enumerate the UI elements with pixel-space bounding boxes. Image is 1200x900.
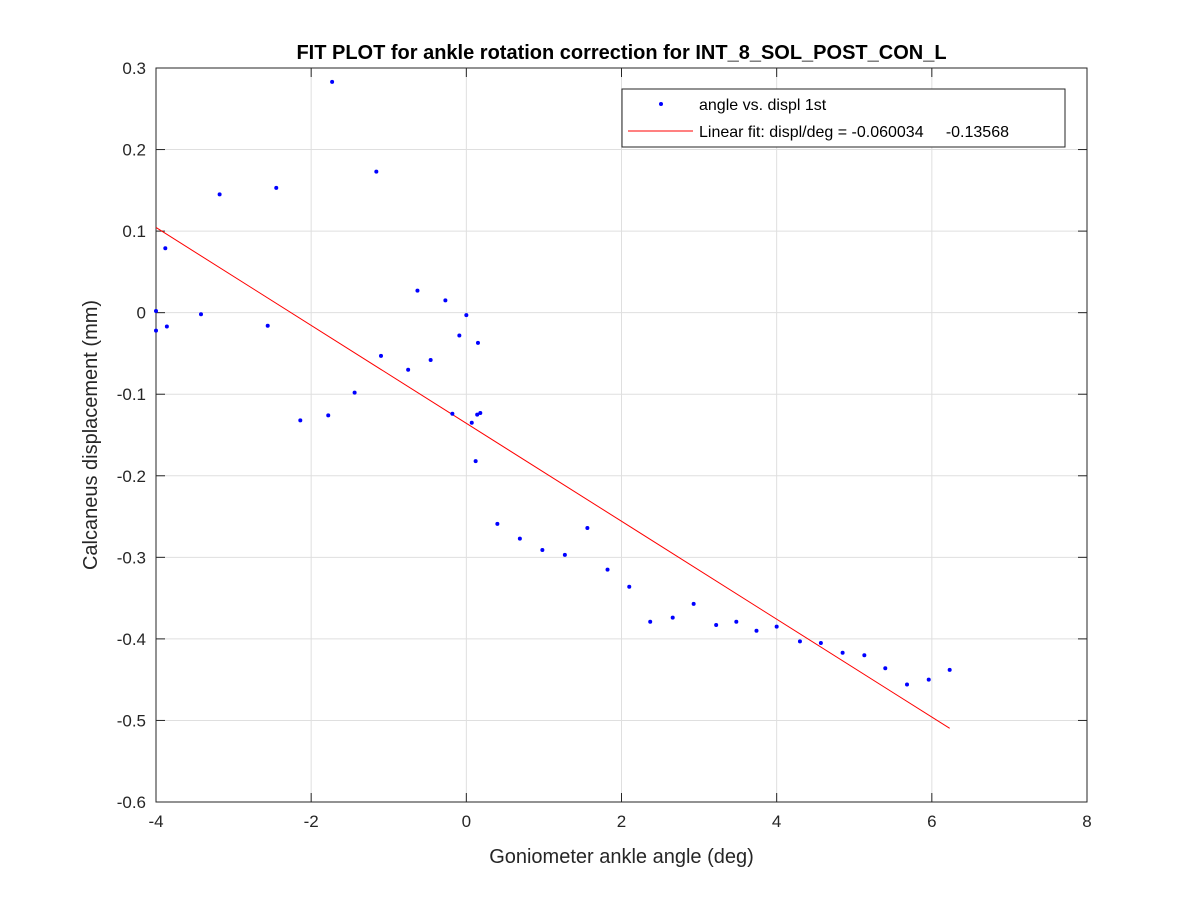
data-point [517, 536, 522, 541]
y-tick-label: -0.5 [117, 711, 146, 730]
legend: angle vs. displ 1st Linear fit: displ/de… [621, 88, 1066, 148]
x-tick-label: 4 [772, 812, 781, 831]
data-point [475, 340, 480, 345]
y-tick-label: 0.3 [122, 59, 146, 78]
data-point [862, 653, 867, 658]
data-point [540, 547, 545, 552]
data-point [670, 615, 675, 620]
legend-entry-fit-line: Linear fit: displ/deg = -0.060034 -0.135… [699, 124, 1009, 141]
data-point [947, 667, 952, 672]
data-point [475, 412, 480, 417]
data-point [217, 192, 222, 197]
data-point [797, 639, 802, 644]
data-point [164, 324, 169, 329]
data-point [428, 357, 433, 362]
data-point [562, 552, 567, 557]
y-tick-label: 0.2 [122, 141, 146, 160]
data-point [754, 628, 759, 633]
fit-line [155, 227, 950, 729]
data-point [818, 640, 823, 645]
data-point [840, 650, 845, 655]
grid [155, 67, 1088, 803]
data-point [774, 624, 779, 629]
data-point [352, 390, 357, 395]
legend-box [621, 88, 1066, 148]
data-point [154, 328, 158, 333]
data-point [154, 309, 158, 314]
data-point [605, 567, 610, 572]
data-point [406, 367, 411, 372]
data-point [883, 666, 888, 671]
data-point [734, 619, 739, 624]
data-point [298, 418, 303, 423]
legend-marker-points [659, 102, 663, 106]
y-tick-label: -0.1 [117, 385, 146, 404]
series [154, 79, 952, 729]
data-point [464, 313, 469, 318]
data-point [627, 584, 632, 589]
x-tick-label: -4 [148, 812, 163, 831]
legend-entry-points: angle vs. displ 1st [699, 97, 827, 114]
data-point [265, 323, 270, 328]
data-point [905, 682, 910, 687]
y-tick-label: 0.1 [122, 222, 146, 241]
data-point [457, 333, 462, 338]
ticks: -4 -2 0 2 4 6 8 -0.6 -0.5 -0.4 -0.3 -0.2 -0.1 0 0.1 0.2… [117, 59, 1092, 831]
data-point [478, 410, 483, 415]
data-point [198, 312, 203, 317]
chart-title: FIT PLOT for ankle rotation correction f… [296, 42, 946, 64]
data-point [714, 623, 719, 628]
data-point [415, 288, 420, 293]
data-point [473, 459, 478, 464]
y-tick-label: -0.4 [117, 630, 146, 649]
y-tick-label: -0.2 [117, 467, 146, 486]
data-point [648, 619, 653, 624]
data-point [585, 525, 590, 530]
x-tick-label: 8 [1082, 812, 1091, 831]
data-point [326, 413, 331, 418]
x-tick-label: 2 [617, 812, 626, 831]
y-tick-label: 0 [137, 304, 146, 323]
x-tick-label: -2 [304, 812, 319, 831]
data-point [274, 185, 279, 190]
data-point [443, 298, 448, 303]
x-tick-label: 6 [927, 812, 936, 831]
data-point [926, 677, 931, 682]
data-point [469, 420, 474, 425]
y-tick-label: -0.3 [117, 548, 146, 567]
data-point [163, 246, 168, 251]
data-point [450, 411, 455, 416]
y-axis-label: Calcaneus displacement (mm) [80, 300, 102, 570]
data-point [374, 169, 379, 174]
y-tick-label: -0.6 [117, 793, 146, 812]
x-axis-label: Goniometer ankle angle (deg) [489, 846, 754, 868]
data-point [378, 353, 383, 358]
data-point [495, 521, 500, 526]
data-point [691, 601, 696, 606]
x-tick-label: 0 [462, 812, 471, 831]
data-point [330, 79, 335, 84]
